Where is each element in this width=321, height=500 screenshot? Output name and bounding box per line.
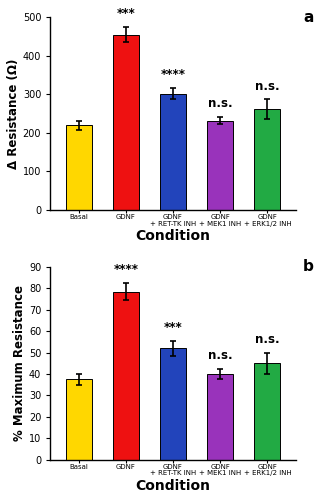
Bar <box>207 120 233 210</box>
Text: ***: *** <box>164 321 182 334</box>
Text: ***: *** <box>117 7 135 20</box>
Bar <box>255 109 280 210</box>
Bar <box>113 292 139 460</box>
Text: n.s.: n.s. <box>255 333 280 346</box>
Y-axis label: % Maximum Resistance: % Maximum Resistance <box>13 286 26 442</box>
Text: n.s.: n.s. <box>208 349 232 362</box>
Y-axis label: Δ Resistance (Ω): Δ Resistance (Ω) <box>7 58 20 169</box>
Text: ****: **** <box>160 68 186 81</box>
Bar <box>65 125 91 210</box>
X-axis label: Condition: Condition <box>135 479 211 493</box>
Bar <box>160 348 186 460</box>
Bar <box>160 94 186 210</box>
Bar <box>255 364 280 460</box>
Bar <box>113 34 139 210</box>
Text: a: a <box>303 10 313 24</box>
Bar <box>65 380 91 460</box>
Text: n.s.: n.s. <box>208 97 232 110</box>
Text: b: b <box>303 260 314 274</box>
Text: ****: **** <box>113 264 138 276</box>
Text: n.s.: n.s. <box>255 80 280 92</box>
Bar <box>207 374 233 460</box>
X-axis label: Condition: Condition <box>135 230 211 243</box>
